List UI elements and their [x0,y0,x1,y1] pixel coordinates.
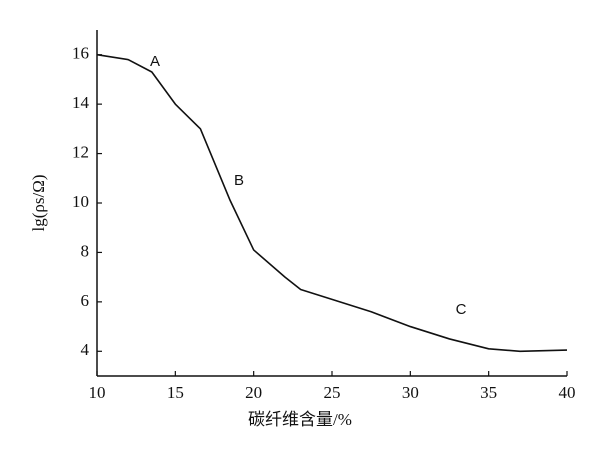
annotation: B [234,172,244,189]
x-tick-label: 25 [324,383,341,402]
y-tick-label: 6 [81,291,90,310]
x-axis-label: 碳纤维含量/% [248,410,352,429]
y-tick-label: 4 [81,340,90,359]
y-tick-label: 10 [72,192,89,211]
x-tick-label: 10 [89,383,106,402]
x-tick-label: 35 [480,383,497,402]
annotation: C [456,301,467,318]
annotation: A [150,53,160,70]
x-tick-label: 30 [402,383,419,402]
y-tick-label: 14 [72,93,90,112]
y-axis-label: lg(ρs/Ω) [29,174,48,231]
y-tick-label: 12 [72,142,89,161]
x-tick-label: 40 [559,383,576,402]
y-tick-label: 8 [81,241,90,260]
y-tick-label: 16 [72,44,89,63]
x-tick-label: 15 [167,383,184,402]
x-tick-label: 20 [245,383,262,402]
line-series [96,53,568,353]
